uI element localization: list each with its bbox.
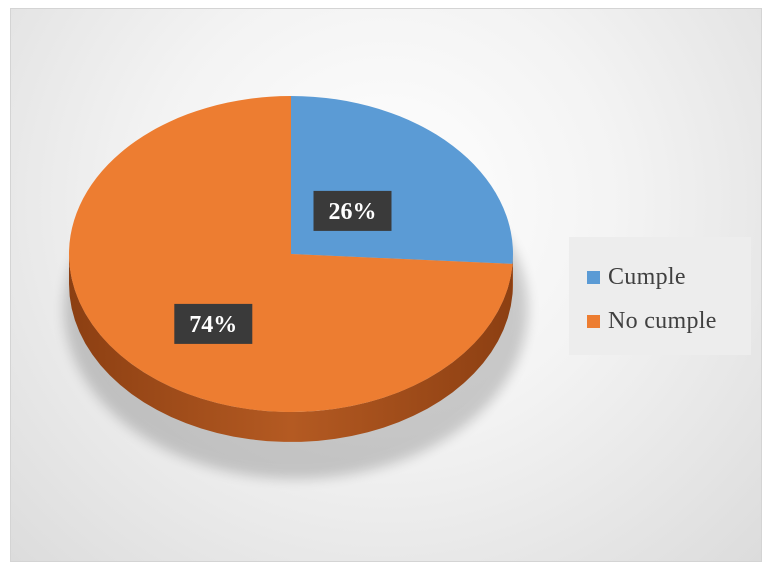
- legend: Cumple No cumple: [569, 237, 751, 355]
- legend-item-cumple: Cumple: [587, 255, 751, 299]
- legend-label-cumple: Cumple: [608, 263, 686, 290]
- pie-chart: 26% 74%: [64, 96, 528, 479]
- legend-label-no-cumple: No cumple: [608, 307, 717, 334]
- pie-side-no-cumple: [69, 254, 513, 442]
- legend-item-no-cumple: No cumple: [587, 299, 751, 343]
- data-label-cumple: 26%: [329, 199, 377, 225]
- legend-swatch-cumple: [587, 270, 600, 284]
- data-label-box-cumple: [313, 190, 392, 231]
- chart-area: 26% 74% Cumple No cumple: [10, 8, 762, 562]
- legend-swatch-no-cumple: [587, 314, 600, 328]
- data-label-no-cumple: 74%: [189, 312, 237, 338]
- pie-slice-cumple: [291, 96, 513, 264]
- data-label-box-no-cumple: [174, 303, 253, 344]
